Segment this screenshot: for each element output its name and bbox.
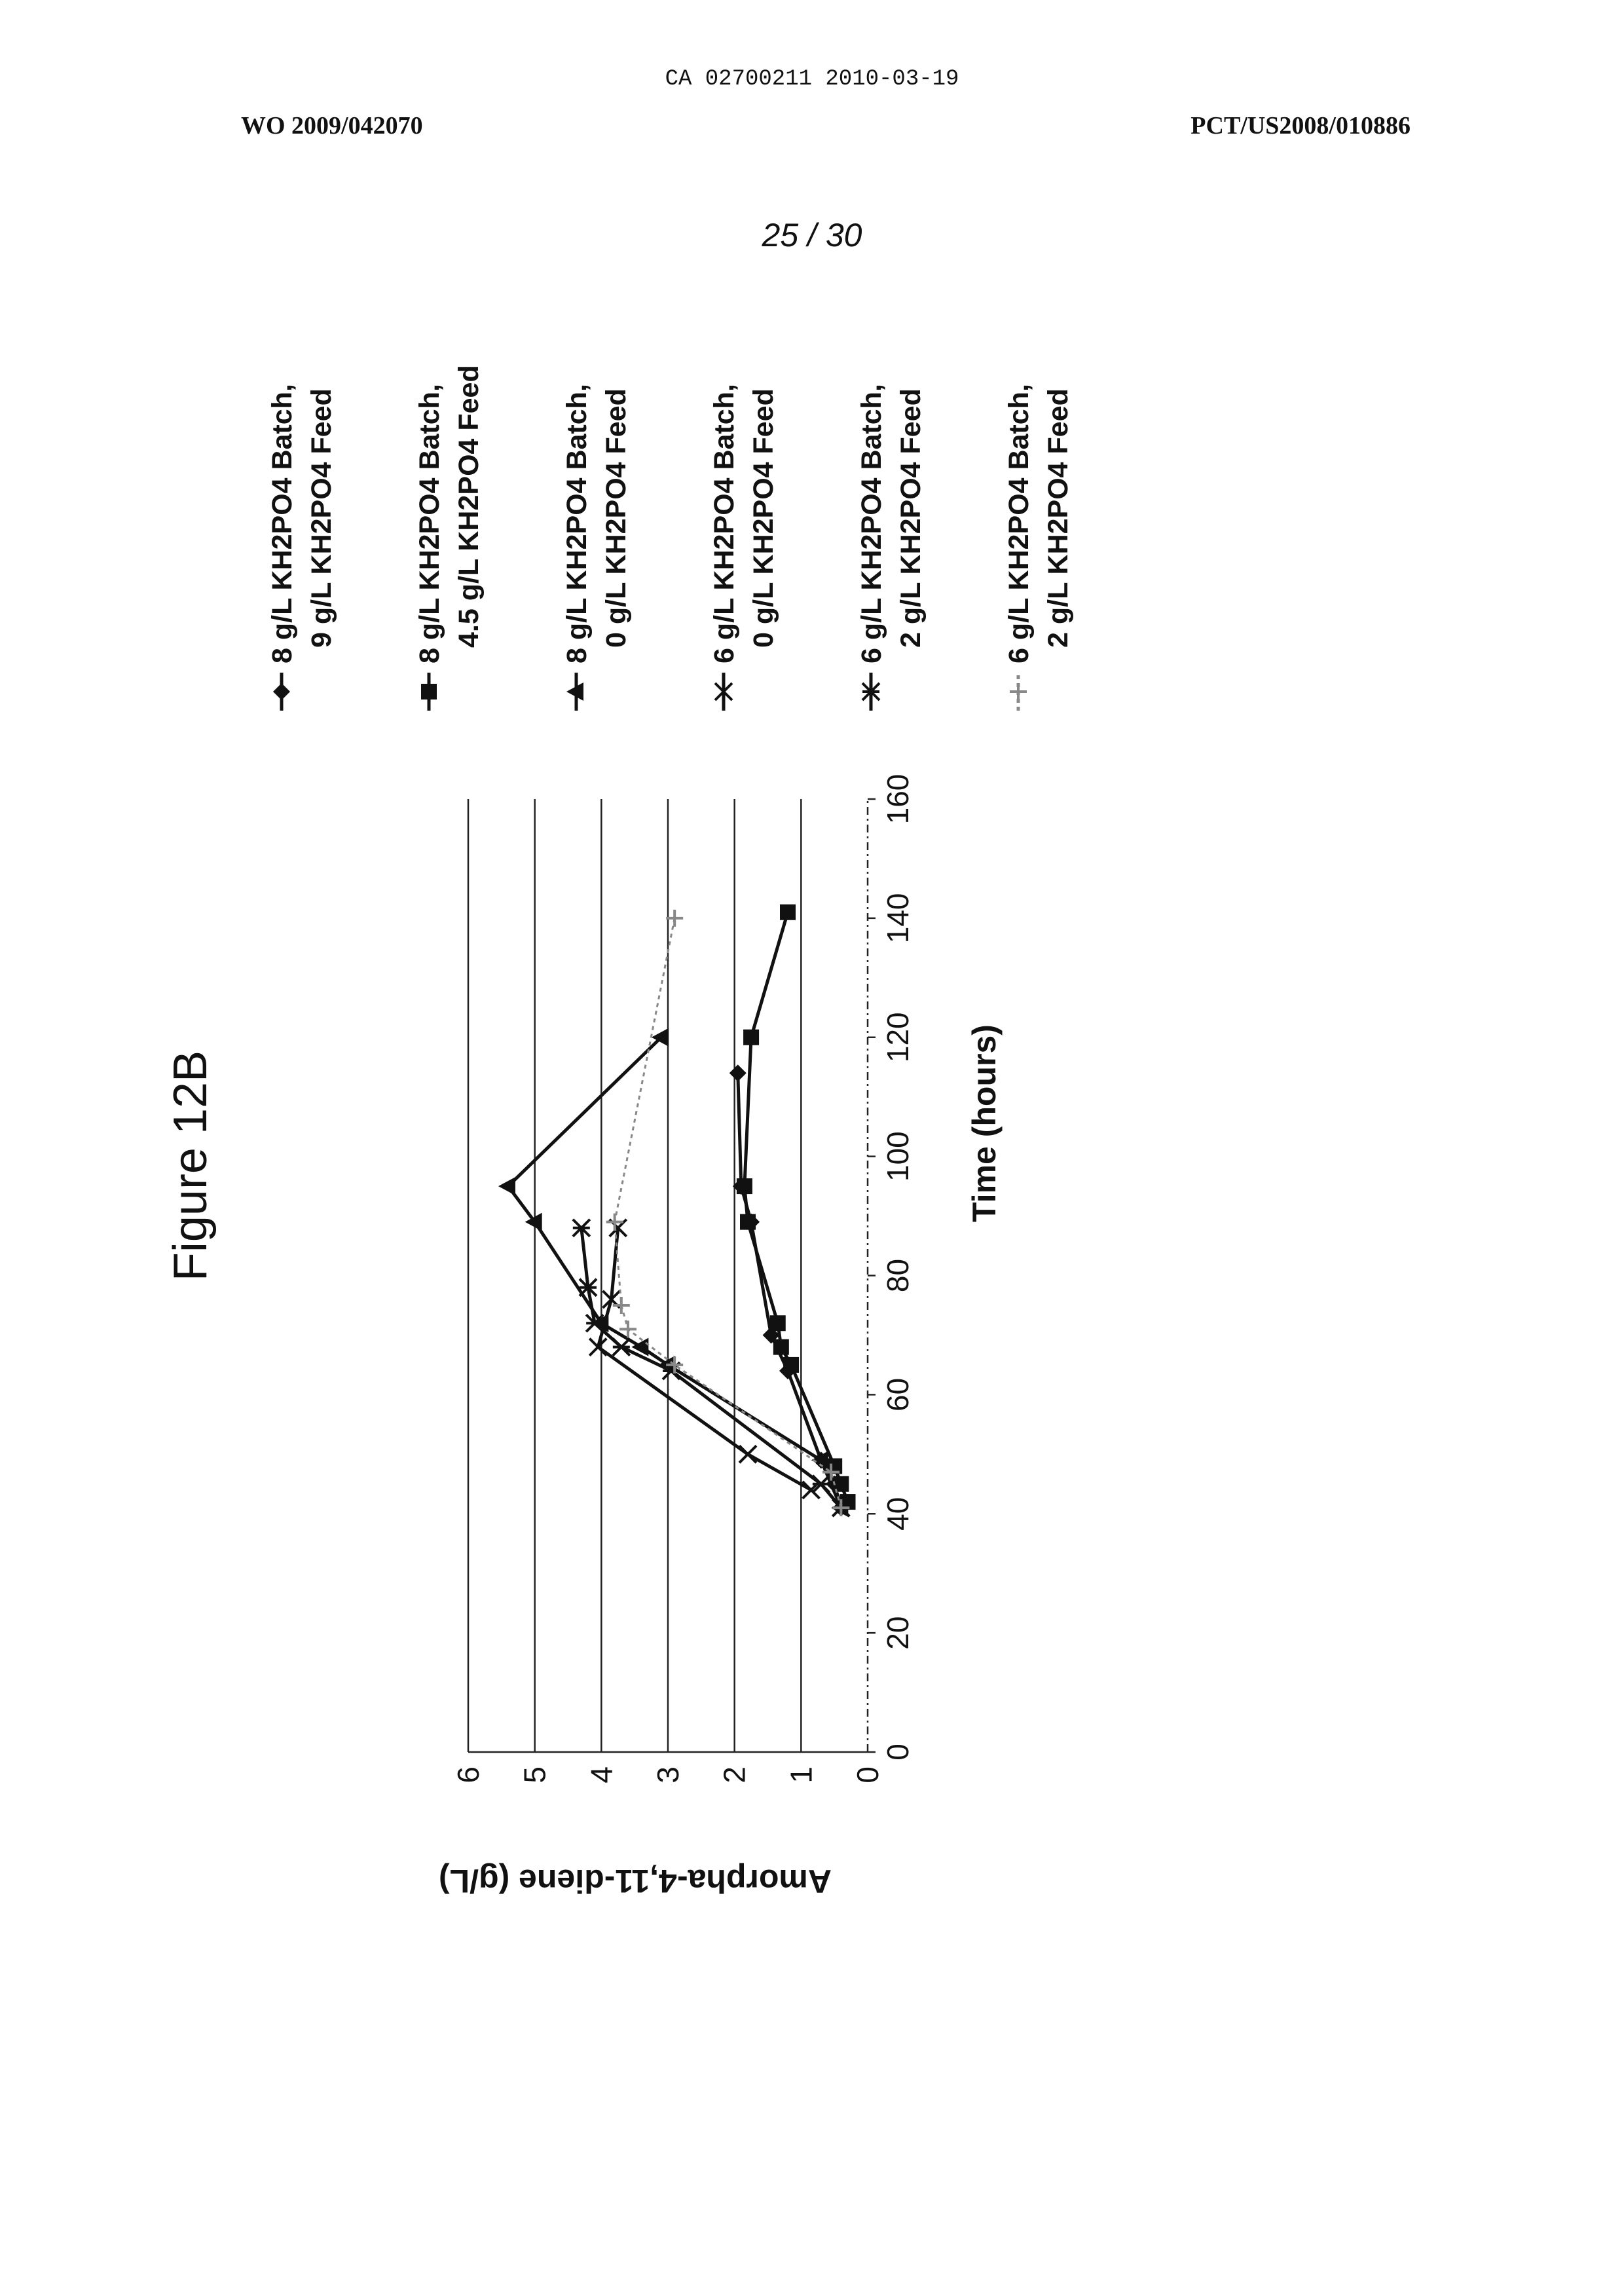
x-tick-label-2: 40 xyxy=(881,1497,915,1531)
data-point-s0-7 xyxy=(729,1064,747,1081)
data-point-s1-6 xyxy=(740,1214,756,1230)
legend-swatch-marker-1 xyxy=(421,684,437,700)
data-point-s1-9 xyxy=(780,905,796,920)
legend-label-5-1: 2 g/L KH2PO4 Feed xyxy=(1043,388,1074,648)
legend-swatch-marker-5 xyxy=(1010,683,1027,700)
legend-label-3-1: 0 g/L KH2PO4 Feed xyxy=(748,388,779,648)
chart-title: Figure 12B xyxy=(164,1051,217,1281)
series-line-1 xyxy=(745,912,848,1502)
legend-label-4-1: 2 g/L KH2PO4 Feed xyxy=(895,388,927,648)
x-tick-label-4: 80 xyxy=(881,1259,915,1292)
legend-swatch-marker-0 xyxy=(273,683,290,700)
data-point-s1-8 xyxy=(743,1030,759,1045)
x-axis-title: Time (hours) xyxy=(966,1024,1003,1222)
series-line-4 xyxy=(581,1228,841,1508)
data-point-s5-4 xyxy=(613,1297,630,1314)
legend-label-5-0: 6 g/L KH2PO4 Batch, xyxy=(1003,384,1035,663)
plot-area: 0123456020406080100120140160 xyxy=(451,774,915,1783)
y-axis-title: Amorpha-4,11-diene (g/L) xyxy=(439,1863,832,1899)
data-point-s5-5 xyxy=(606,1214,623,1231)
y-tick-label-6: 6 xyxy=(451,1766,485,1783)
data-point-s4-3 xyxy=(613,1339,630,1356)
legend-label-0-1: 9 g/L KH2PO4 Feed xyxy=(306,388,337,648)
y-tick-label-5: 5 xyxy=(518,1766,552,1783)
data-point-s1-3 xyxy=(783,1357,799,1373)
data-point-s3-1 xyxy=(739,1446,756,1463)
series-line-2 xyxy=(508,1037,841,1508)
x-tick-label-6: 120 xyxy=(881,1012,915,1062)
y-tick-label-1: 1 xyxy=(784,1766,818,1783)
legend-label-4-0: 6 g/L KH2PO4 Batch, xyxy=(856,384,887,663)
legend-label-1-0: 8 g/L KH2PO4 Batch, xyxy=(414,384,445,663)
x-tick-label-5: 100 xyxy=(881,1131,915,1182)
y-tick-label-0: 0 xyxy=(851,1766,885,1783)
legend-label-2-0: 8 g/L KH2PO4 Batch, xyxy=(561,384,593,663)
data-point-s1-7 xyxy=(737,1178,752,1194)
data-point-s1-5 xyxy=(770,1315,786,1331)
y-tick-label-4: 4 xyxy=(584,1766,618,1783)
legend-label-0-0: 8 g/L KH2PO4 Batch, xyxy=(267,384,298,663)
x-tick-label-7: 140 xyxy=(881,893,915,944)
data-point-s2-5 xyxy=(525,1213,542,1231)
x-tick-label-0: 0 xyxy=(881,1744,915,1761)
x-tick-label-3: 60 xyxy=(881,1378,915,1411)
legend-label-2-1: 0 g/L KH2PO4 Feed xyxy=(600,388,632,648)
y-tick-label-2: 2 xyxy=(718,1766,752,1783)
x-tick-label-1: 20 xyxy=(881,1616,915,1650)
legend: 8 g/L KH2PO4 Batch, 9 g/L KH2PO4 Feed 8 g/… xyxy=(267,365,1074,711)
legend-label-1-1: 4.5 g/L KH2PO4 Feed xyxy=(453,365,485,648)
y-tick-label-3: 3 xyxy=(651,1766,685,1783)
data-point-s1-4 xyxy=(773,1339,789,1355)
data-point-s4-1 xyxy=(813,1476,830,1493)
x-tick-label-8: 160 xyxy=(881,774,915,825)
legend-label-3-0: 6 g/L KH2PO4 Batch, xyxy=(709,384,740,663)
data-point-s2-6 xyxy=(498,1177,515,1195)
